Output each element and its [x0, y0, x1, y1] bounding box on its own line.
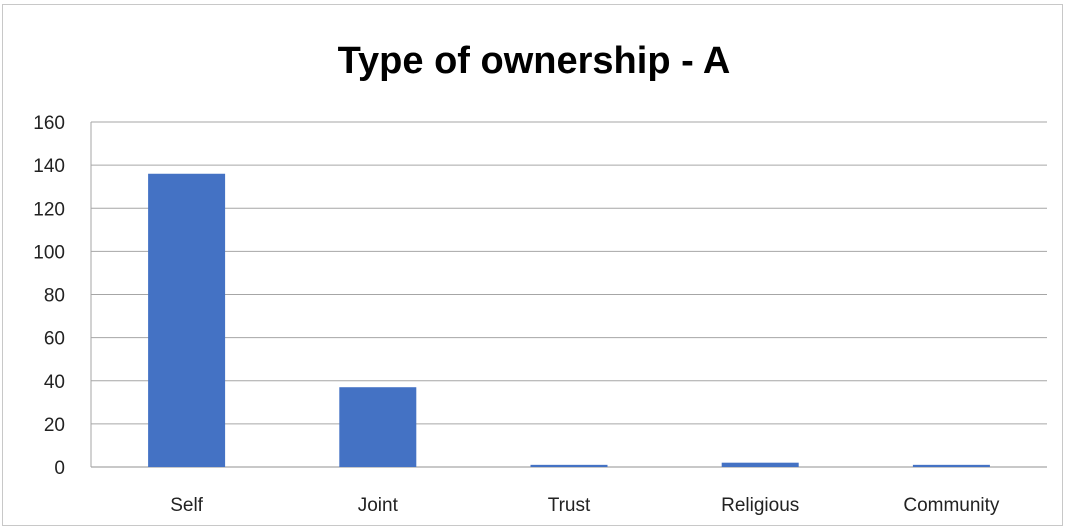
y-tick-label: 80: [44, 286, 65, 307]
x-tick-label: Religious: [721, 495, 799, 516]
y-tick-label: 140: [33, 156, 65, 177]
bars: [148, 173, 990, 467]
x-tick-label: Trust: [548, 495, 591, 516]
bar-religious: [721, 462, 799, 467]
bar-trust: [530, 464, 608, 467]
y-tick-label: 120: [33, 199, 65, 220]
bar-joint: [339, 387, 417, 467]
y-axis-ticks: 0 20 40 60 80 100 120 140 160: [33, 113, 65, 479]
bar-self: [148, 173, 226, 467]
bar-community: [912, 464, 990, 467]
chart-title: Type of ownership - A: [337, 40, 731, 82]
y-tick-label: 20: [44, 415, 65, 436]
gridlines: [90, 121, 1047, 468]
y-tick-label: 100: [33, 242, 65, 263]
y-tick-label: 0: [54, 458, 65, 479]
y-tick-label: 160: [33, 113, 65, 134]
x-tick-label: Joint: [358, 495, 399, 516]
x-tick-label: Self: [170, 495, 203, 516]
y-tick-label: 60: [44, 329, 65, 350]
y-tick-label: 40: [44, 372, 65, 393]
x-tick-label: Community: [903, 495, 1000, 516]
x-axis-ticks: Self Joint Trust Religious Community: [170, 495, 1000, 516]
